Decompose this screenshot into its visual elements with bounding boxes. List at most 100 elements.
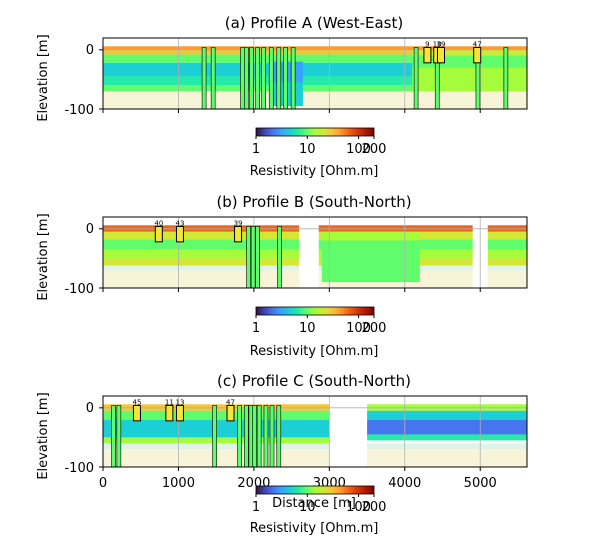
colorbar-tick-label: 100 [346, 500, 371, 515]
panel-a-ytick-1: -100 [64, 103, 94, 118]
colorbar-tick-label: 1 [252, 500, 260, 515]
resistivity-cell [412, 49, 527, 56]
resistivity-cell [367, 419, 527, 435]
well-log [252, 405, 257, 468]
colorbar-tick-label: 10 [299, 321, 316, 336]
panel-c-title: (c) Profile C (South-North) [217, 372, 411, 390]
well-log [255, 47, 260, 110]
well-log [210, 47, 216, 110]
borehole-label: 9 [425, 40, 429, 48]
colorbar-bar [255, 127, 375, 137]
well-log [413, 47, 419, 110]
borehole-label: 45 [132, 398, 141, 406]
resistivity-cell [412, 67, 527, 92]
panel-b-title: (b) Profile B (South-North) [216, 193, 411, 211]
panel-c-plot: 45 11 13 470 1000 2000 3000 4000 5000 [99, 395, 528, 491]
colorbar-tick-label: 1 [252, 321, 260, 336]
well-log [290, 47, 296, 110]
plot-frame [102, 395, 528, 468]
borehole-marker [175, 404, 184, 422]
colorbar-bar [255, 485, 375, 495]
panel-b-ytick-0: 0 [86, 222, 94, 237]
well-log [269, 405, 275, 468]
colorbar-tick-label: 1 [252, 142, 260, 157]
colorbar-tick-label: 200 [362, 321, 387, 336]
resistivity-cell [321, 240, 420, 283]
deep-zone [103, 449, 527, 467]
borehole-marker [154, 225, 163, 243]
colorbar-tick-label: 100 [346, 142, 371, 157]
colorbar-tick-label: 10 [299, 142, 316, 157]
borehole-marker [132, 404, 141, 422]
resistivity-cell [103, 437, 368, 444]
panel-c-xlabel: Distance [m] [272, 496, 356, 511]
borehole-marker [436, 46, 445, 64]
borehole-marker [423, 46, 432, 64]
panel-b-ylabel: Elevation [m] [36, 213, 51, 300]
borehole-marker [226, 404, 235, 422]
x-tick-label: 1000 [162, 476, 195, 491]
panel-b-ytick-1: -100 [64, 282, 94, 297]
data-gap [299, 217, 319, 288]
well-log [263, 405, 269, 468]
well-log [212, 405, 217, 468]
panel-a-title: (a) Profile A (West-East) [225, 14, 403, 32]
well-log [261, 47, 266, 110]
resistivity-cell [103, 419, 368, 438]
panel-a-ylabel: Elevation [m] [36, 34, 51, 121]
borehole-label: 11 [165, 398, 174, 406]
x-tick-label: 5000 [464, 476, 497, 491]
plot-frame [102, 216, 528, 289]
borehole-label: 40 [154, 219, 163, 227]
panel-c-ylabel: Elevation [m] [36, 392, 51, 479]
colorbar-tick-label: 10 [299, 500, 316, 515]
well-log [276, 405, 282, 468]
resistivity-cell [103, 76, 527, 86]
well-log [244, 47, 249, 110]
resistivity-cell [103, 410, 368, 420]
borehole-label: 10 [433, 40, 442, 48]
well-log [256, 405, 262, 468]
well-log [201, 47, 207, 110]
resistivity-cell [412, 55, 527, 68]
well-log [240, 47, 245, 110]
borehole-label: 13 [175, 398, 184, 406]
colorbar-b-label: Resistivity [Ohm.m] [250, 344, 379, 359]
well-log [249, 47, 254, 110]
borehole-label: 39 [234, 219, 243, 227]
well-log [116, 405, 122, 468]
borehole-marker [234, 225, 243, 243]
deep-zone [103, 91, 527, 109]
colorbar-a-label: Resistivity [Ohm.m] [250, 164, 379, 179]
plot-frame [102, 37, 528, 110]
colorbar-tick-label: 200 [362, 500, 387, 515]
borehole-marker [175, 225, 184, 243]
data-gap [329, 396, 368, 467]
panel-c-ytick-0: 0 [86, 401, 94, 416]
well-log [246, 226, 251, 289]
panel-c-ytick-1: -100 [64, 461, 94, 476]
panel-a: (a) Profile A (West-East) Elevation [m] … [36, 14, 528, 122]
borehole-label: 43 [175, 219, 184, 227]
borehole-label: 39 [437, 40, 446, 48]
panel-b-plot: 40 43 39 [99, 216, 528, 292]
well-log [250, 226, 256, 289]
borehole-label: 47 [473, 40, 482, 48]
well-log [277, 226, 282, 289]
resistivity-cell [367, 410, 527, 420]
panel-b: (b) Profile B (South-North) Elevation [m… [36, 193, 528, 301]
resistivity-cell [103, 54, 527, 63]
x-tick-label: 4000 [388, 476, 421, 491]
resistivity-cell [103, 85, 527, 92]
borehole-marker [165, 404, 174, 422]
colorbar-tick-label: 100 [346, 321, 371, 336]
panel-c: (c) Profile C (South-North) Elevation [m… [36, 372, 528, 511]
well-log [276, 47, 282, 110]
well-log [248, 405, 254, 468]
borehole-marker [473, 46, 482, 64]
well-log [244, 405, 249, 468]
